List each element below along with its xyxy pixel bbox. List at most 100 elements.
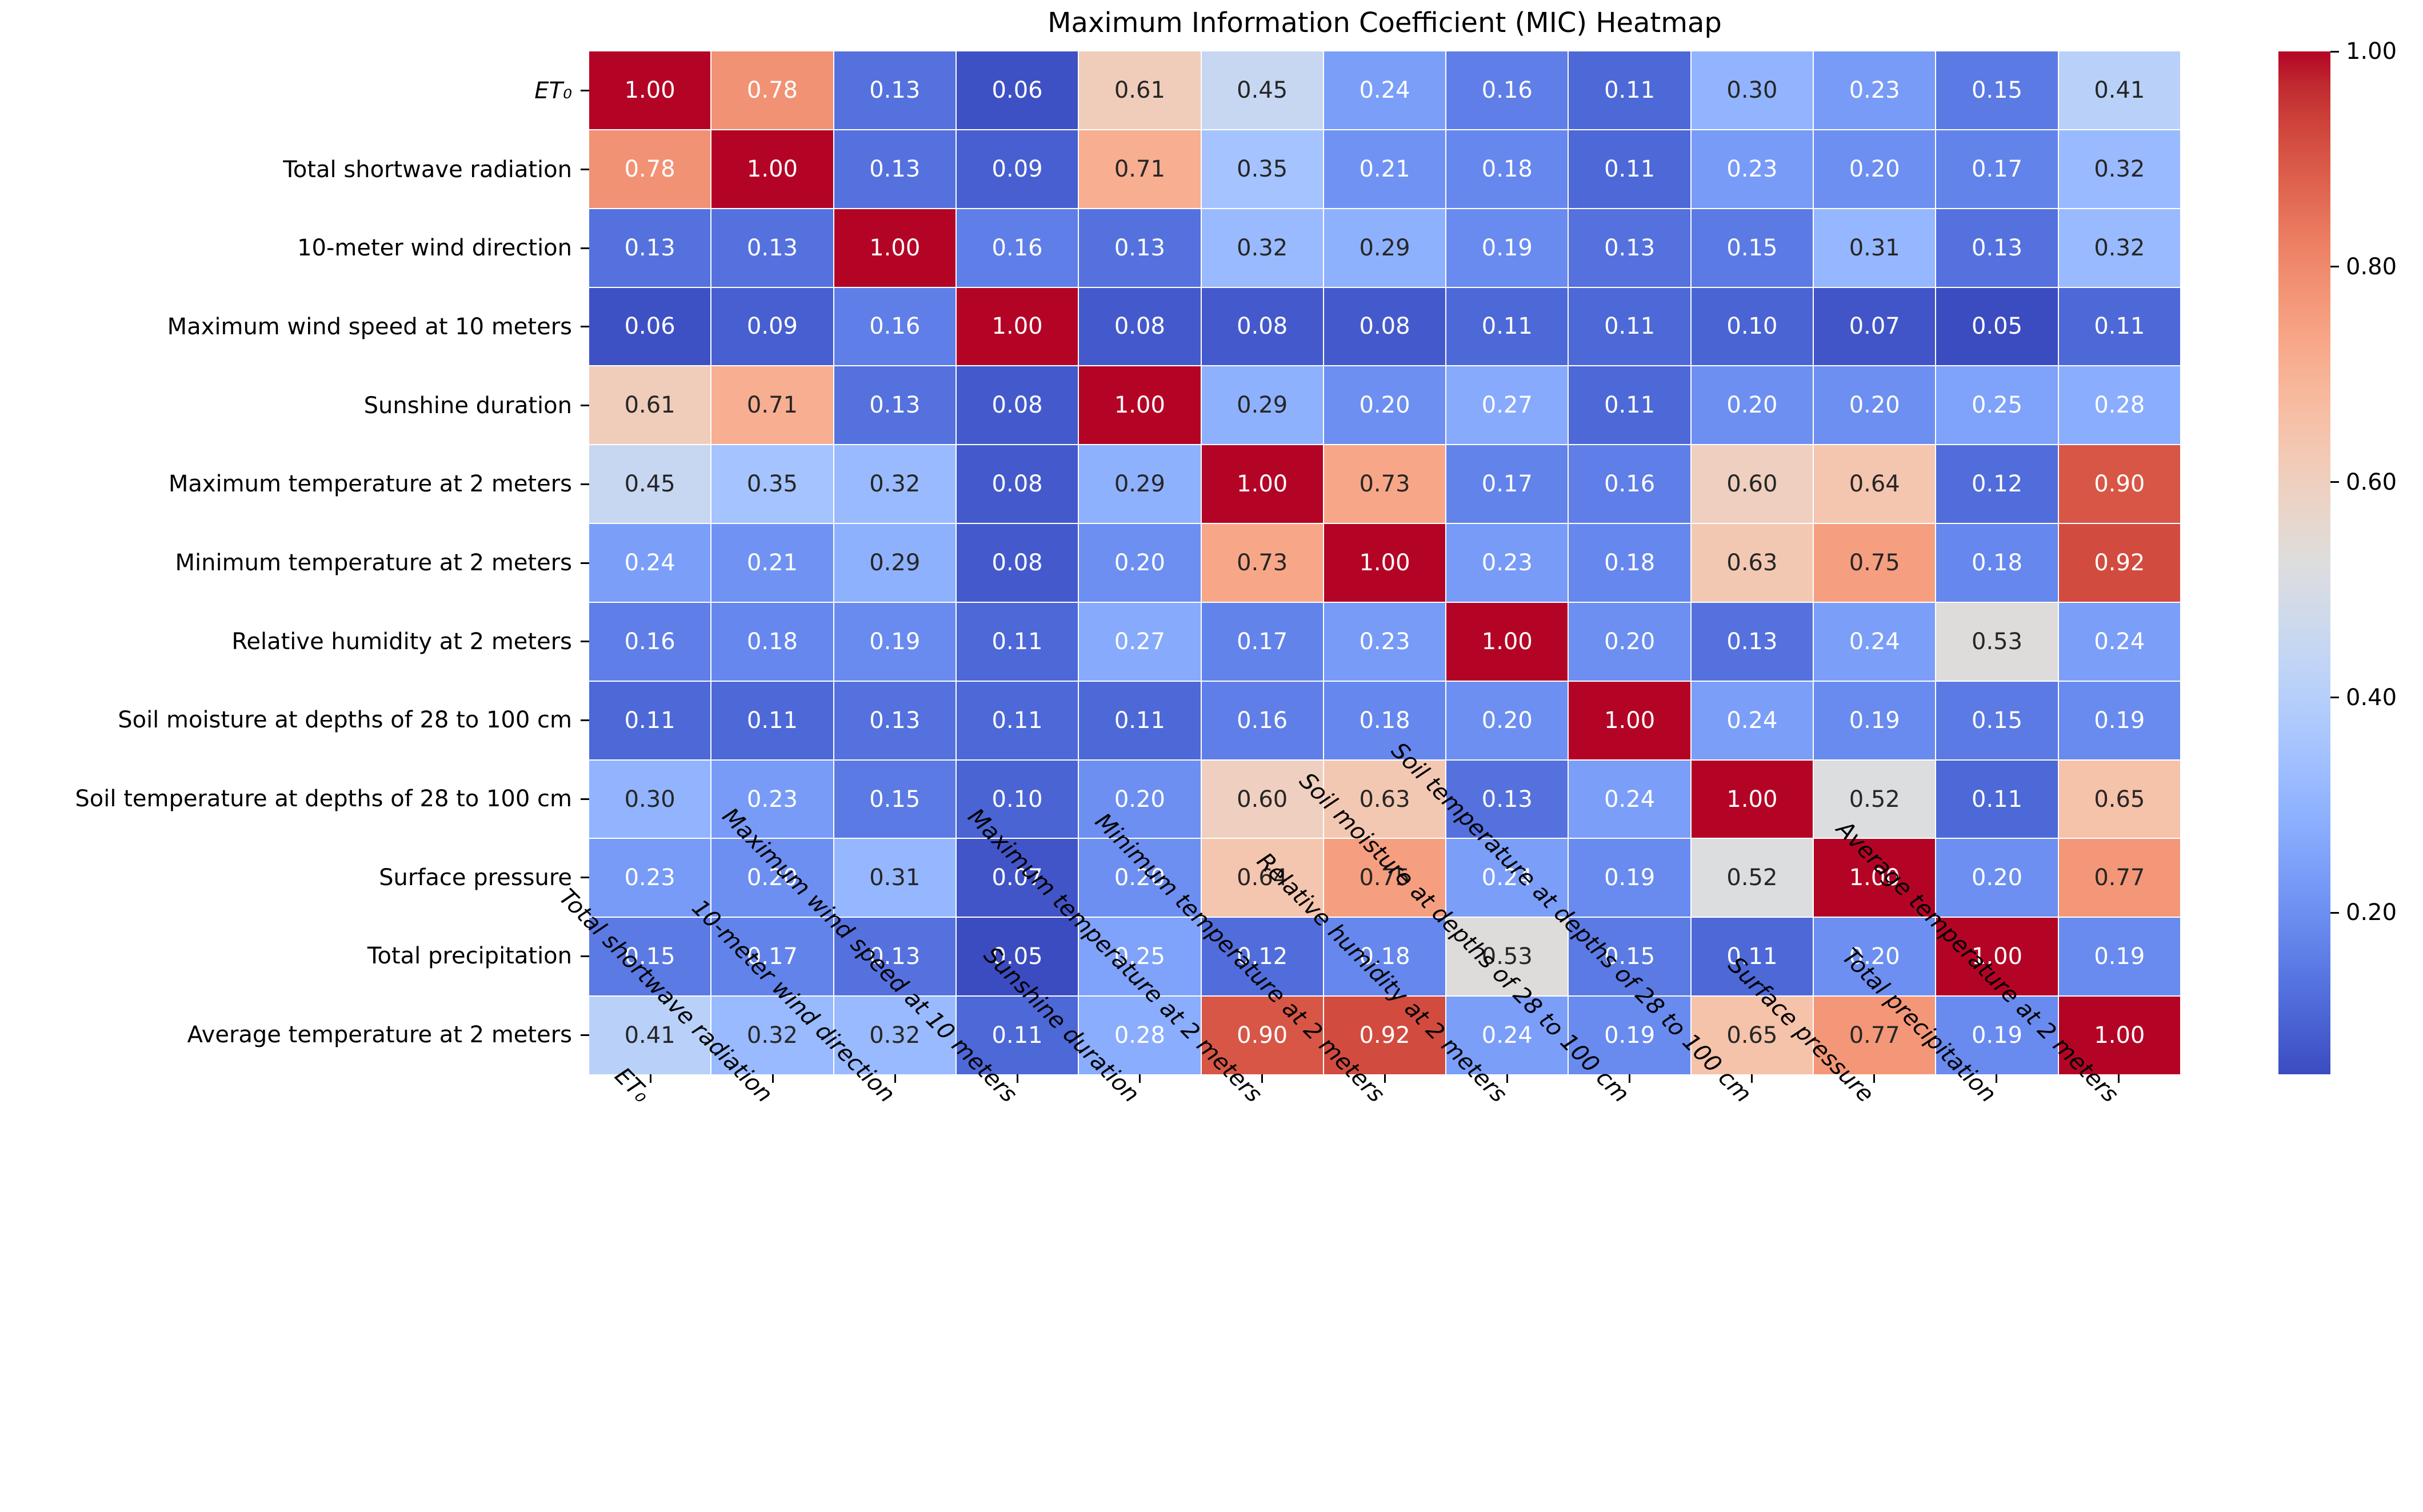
x-tick-mark <box>894 1074 896 1083</box>
heatmap-cell: 0.13 <box>834 366 955 445</box>
heatmap-cell: 0.23 <box>1814 51 1936 129</box>
x-tick-mark <box>1017 1074 1019 1083</box>
heatmap-cell: 0.19 <box>1814 681 1936 759</box>
heatmap-cell: 0.45 <box>1201 51 1323 129</box>
y-tick-label: Relative humidity at 2 meters <box>231 628 572 655</box>
y-tick-label: Total precipitation <box>367 943 572 970</box>
heatmap-cell: 0.11 <box>2058 287 2180 366</box>
heatmap-cell: 0.29 <box>1201 366 1323 445</box>
heatmap-cell: 0.17 <box>1201 602 1323 681</box>
heatmap-cell: 0.13 <box>589 209 711 287</box>
heatmap-cell: 0.16 <box>956 209 1078 287</box>
colorbar-tick-mark <box>2330 911 2339 914</box>
y-tick-label: Maximum temperature at 2 meters <box>168 471 572 498</box>
heatmap-cell: 0.24 <box>589 524 711 602</box>
heatmap-cell: 0.11 <box>1569 366 1690 445</box>
heatmap-cell: 1.00 <box>834 209 955 287</box>
x-tick-mark <box>649 1074 651 1083</box>
x-tick-mark <box>1996 1074 1998 1083</box>
y-tick-mark <box>581 955 589 957</box>
heatmap-cell: 0.12 <box>1936 445 2058 523</box>
heatmap-cell: 0.63 <box>1691 524 1813 602</box>
heatmap-cell: 0.19 <box>1936 997 2058 1074</box>
heatmap-cell: 0.35 <box>1201 130 1323 208</box>
heatmap-cell: 0.16 <box>834 287 955 366</box>
heatmap-cell: 1.00 <box>711 130 833 208</box>
heatmap-cell: 0.17 <box>1446 445 1568 523</box>
heatmap-cell: 0.65 <box>1691 997 1813 1074</box>
heatmap-cell: 0.52 <box>1691 839 1813 917</box>
heatmap-cell: 0.05 <box>1936 287 2058 366</box>
heatmap-cell: 0.05 <box>956 918 1078 996</box>
heatmap-cell: 0.12 <box>1201 918 1323 996</box>
heatmap-cell: 0.29 <box>1324 209 1446 287</box>
y-tick-mark <box>581 877 589 879</box>
x-tick-mark <box>1139 1074 1141 1083</box>
heatmap-cell: 0.20 <box>1446 681 1568 759</box>
heatmap-cell: 0.29 <box>834 524 955 602</box>
heatmap-cell: 0.11 <box>1569 51 1690 129</box>
heatmap-cell: 1.00 <box>1569 681 1690 759</box>
heatmap-cell: 0.19 <box>2058 918 2180 996</box>
heatmap-cell: 0.71 <box>1079 130 1201 208</box>
heatmap-cell: 0.18 <box>1569 524 1690 602</box>
heatmap-cell: 0.15 <box>1936 681 2058 759</box>
heatmap-cell: 0.13 <box>711 209 833 287</box>
x-tick-mark <box>1628 1074 1630 1083</box>
heatmap-cell: 0.30 <box>1691 51 1813 129</box>
heatmap-cell: 0.65 <box>2058 760 2180 838</box>
heatmap-cell: 0.06 <box>956 51 1078 129</box>
heatmap-cell: 0.20 <box>1691 366 1813 445</box>
heatmap-cell: 0.13 <box>1691 602 1813 681</box>
heatmap-cell: 0.25 <box>1936 366 2058 445</box>
heatmap-cell: 0.16 <box>1569 445 1690 523</box>
colorbar-tick-mark <box>2330 697 2339 699</box>
heatmap-cell: 0.18 <box>1936 524 2058 602</box>
heatmap-cell: 0.18 <box>1324 918 1446 996</box>
heatmap-cell: 0.52 <box>1814 760 1936 838</box>
heatmap-cell: 0.18 <box>1324 681 1446 759</box>
heatmap-cell: 0.25 <box>1079 918 1201 996</box>
y-tick-label: 10-meter wind direction <box>297 235 572 262</box>
y-tick-mark <box>581 405 589 407</box>
heatmap-cell: 0.11 <box>1446 287 1568 366</box>
y-tick-label: Total shortwave radiation <box>283 156 572 183</box>
heatmap-cell: 0.10 <box>956 760 1078 838</box>
heatmap-cell: 0.61 <box>1079 51 1201 129</box>
heatmap-cell: 0.41 <box>2058 51 2180 129</box>
heatmap-cell: 0.16 <box>589 602 711 681</box>
heatmap-cell: 0.08 <box>956 524 1078 602</box>
heatmap-cell: 1.00 <box>1446 602 1568 681</box>
heatmap-cell: 1.00 <box>1079 366 1201 445</box>
heatmap-cell: 0.11 <box>956 681 1078 759</box>
heatmap-cell: 0.17 <box>711 918 833 996</box>
y-tick-mark <box>581 169 589 171</box>
heatmap-cell: 0.21 <box>711 524 833 602</box>
heatmap-cell: 0.27 <box>1079 602 1201 681</box>
heatmap-cell: 0.32 <box>2058 209 2180 287</box>
heatmap-cell: 0.20 <box>1814 366 1936 445</box>
y-tick-label: ET₀ <box>534 77 572 104</box>
heatmap-cell: 0.24 <box>1691 681 1813 759</box>
x-tick-mark <box>1750 1074 1753 1083</box>
y-tick-mark <box>581 483 589 485</box>
heatmap-cell: 0.20 <box>1324 366 1446 445</box>
heatmap-cell: 0.64 <box>1201 839 1323 917</box>
y-tick-mark <box>581 90 589 92</box>
heatmap-cell: 0.08 <box>956 366 1078 445</box>
heatmap-cell: 1.00 <box>956 287 1078 366</box>
heatmap-cell: 0.24 <box>1324 51 1446 129</box>
heatmap-cell: 0.13 <box>834 130 955 208</box>
heatmap-cell: 0.19 <box>1569 997 1690 1074</box>
heatmap-cell: 0.13 <box>1569 209 1690 287</box>
x-tick-mark <box>1384 1074 1386 1083</box>
heatmap-cell: 0.18 <box>711 602 833 681</box>
heatmap-cell: 0.15 <box>589 918 711 996</box>
heatmap-cell: 0.15 <box>834 760 955 838</box>
heatmap-cell: 0.11 <box>589 681 711 759</box>
heatmap-cell: 0.07 <box>1814 287 1936 366</box>
heatmap-cell: 0.23 <box>711 760 833 838</box>
y-tick-mark <box>581 247 589 249</box>
heatmap-cell: 1.00 <box>2058 997 2180 1074</box>
heatmap-cell: 0.77 <box>2058 839 2180 917</box>
